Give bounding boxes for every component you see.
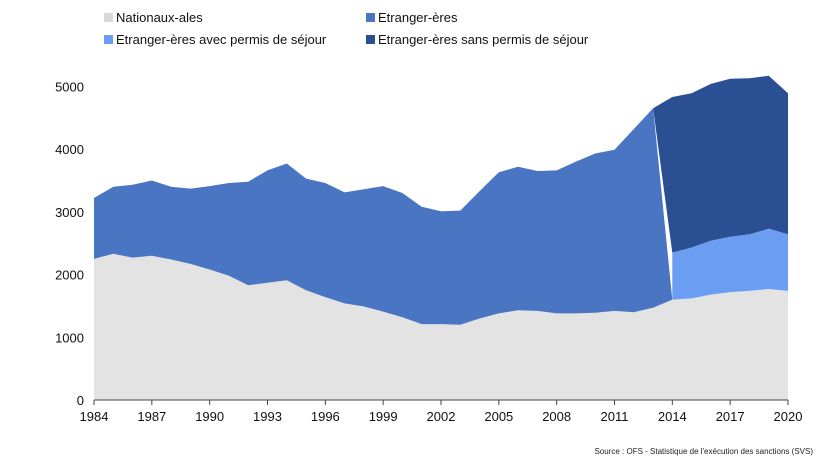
y-tick-label: 4000 bbox=[55, 142, 84, 157]
x-tick-label: 1993 bbox=[253, 409, 282, 424]
x-tick-label: 1987 bbox=[137, 409, 166, 424]
legend-swatch-etrangers bbox=[366, 13, 375, 22]
y-tick-label: 0 bbox=[77, 393, 84, 408]
area-nationaux bbox=[94, 253, 788, 400]
x-tick-label: 2011 bbox=[601, 409, 629, 424]
legend-item-etrangers: Etranger-ères bbox=[366, 10, 457, 25]
legend-swatch-nationaux bbox=[104, 13, 113, 22]
legend-label-etrangers: Etranger-ères bbox=[378, 10, 458, 25]
x-tick-label: 2020 bbox=[774, 409, 803, 424]
x-tick-label: 2014 bbox=[658, 409, 687, 424]
legend-item-avec-permis: Etranger-ères avec permis de séjour bbox=[104, 32, 326, 47]
y-tick-label: 2000 bbox=[55, 268, 84, 283]
legend-label-avec-permis: Etranger-ères avec permis de séjour bbox=[116, 32, 327, 47]
x-tick-label: 2005 bbox=[484, 409, 513, 424]
y-tick-label: 1000 bbox=[55, 330, 84, 345]
legend-item-nationaux: Nationaux-ales bbox=[104, 10, 203, 25]
legend-label-sans-permis: Etranger-ères sans permis de séjour bbox=[378, 32, 589, 47]
y-tick-label: 5000 bbox=[55, 79, 84, 94]
y-tick-label: 3000 bbox=[55, 205, 84, 220]
area-avec-permis bbox=[672, 228, 788, 300]
x-tick-label: 1996 bbox=[311, 409, 340, 424]
x-tick-label: 1999 bbox=[369, 409, 398, 424]
x-tick-label: 2002 bbox=[427, 409, 456, 424]
area-etrangers bbox=[94, 108, 673, 325]
legend-swatch-avec-permis bbox=[104, 35, 113, 44]
x-tick-label: 2017 bbox=[716, 409, 745, 424]
source-note: Source : OFS - Statistique de l'exécutio… bbox=[594, 447, 813, 456]
x-tick-label: 1984 bbox=[80, 409, 109, 424]
x-tick-label: 1990 bbox=[195, 409, 224, 424]
legend-item-sans-permis: Etranger-ères sans permis de séjour bbox=[366, 32, 588, 47]
legend-swatch-sans-permis bbox=[366, 35, 375, 44]
area-sans-permis bbox=[653, 75, 788, 253]
x-tick-label: 2008 bbox=[542, 409, 571, 424]
legend-label-nationaux: Nationaux-ales bbox=[116, 10, 203, 25]
